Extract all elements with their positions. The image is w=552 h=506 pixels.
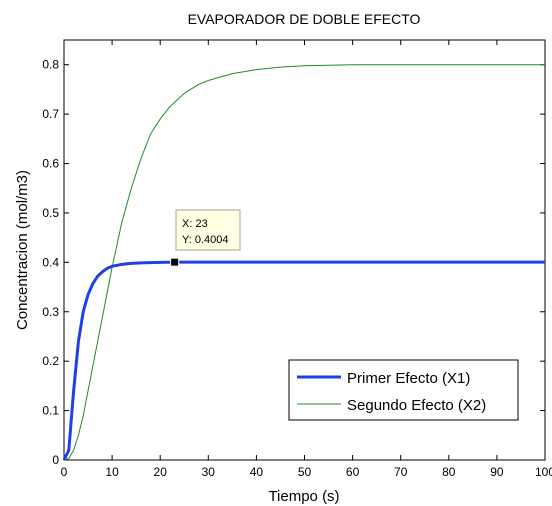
series-lines (62, 64, 545, 461)
y-tick-label: 0.3 (42, 305, 59, 319)
series-line-primer-efecto (62, 260, 545, 461)
legend: Primer Efecto (X1) Segundo Efecto (X2) (288, 359, 519, 421)
legend-label-segundo: Segundo Efecto (X2) (347, 397, 486, 414)
y-axis-label: Concentracion (mol/m3) (14, 170, 31, 330)
x-tick-label: 30 (202, 465, 216, 479)
data-tip-box (175, 209, 241, 251)
x-tick-label: 80 (442, 465, 456, 479)
y-tick-label: 0 (52, 453, 59, 467)
x-tick-label: 70 (394, 465, 408, 479)
x-tick-label: 0 (61, 465, 68, 479)
y-tick-label: 0.7 (42, 107, 59, 121)
x-tick-label: 10 (105, 465, 119, 479)
x-tick-label: 40 (250, 465, 264, 479)
data-tip-x-text: X: 23 (182, 218, 208, 230)
chart-title: EVAPORADOR DE DOBLE EFECTO (188, 11, 421, 27)
x-tick-label: 100 (535, 465, 552, 479)
data-tip-y-text: Y: 0.4004 (182, 234, 229, 246)
x-tick-label: 20 (154, 465, 168, 479)
y-tick-label: 0.5 (42, 206, 59, 220)
x-axis-label: Tiempo (s) (268, 488, 339, 505)
y-tick-label: 0.6 (42, 157, 59, 171)
x-tick-label: 60 (346, 465, 360, 479)
y-tick-label: 0.8 (42, 58, 59, 72)
x-tick-label: 90 (490, 465, 504, 479)
series-line-segundo-efecto (63, 64, 545, 461)
y-tick-label: 0.4 (42, 255, 59, 269)
data-tip-marker[interactable] (170, 257, 180, 267)
legend-box (288, 359, 519, 421)
legend-label-primer: Primer Efecto (X1) (347, 370, 470, 387)
y-tick-label: 0.1 (42, 404, 59, 418)
y-tick-label: 0.2 (42, 354, 59, 368)
data-tip: X: 23 Y: 0.4004 (170, 209, 241, 267)
axis-ticks: 0 10 20 30 40 50 60 70 80 90 100 0 0.1 0.2 0.3 0.4 0.5 0.… (42, 40, 552, 479)
x-tick-label: 50 (298, 465, 312, 479)
